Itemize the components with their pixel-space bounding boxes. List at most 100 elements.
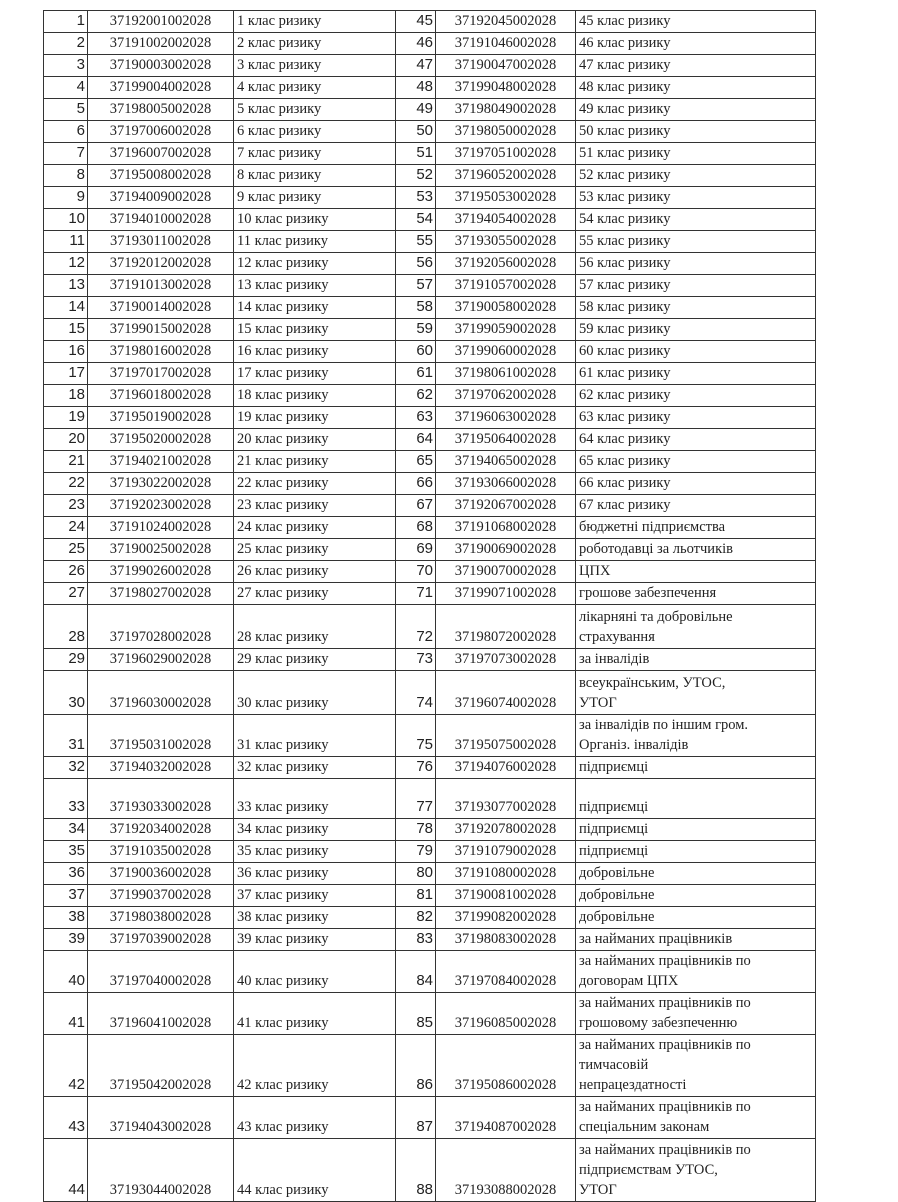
code-cell: 37197084002028 [435, 950, 576, 993]
code-cell: 37197062002028 [435, 384, 576, 407]
table-row: 13 37191013002028 13 клас ризику 57 37191057… [43, 274, 816, 297]
code-cell: 37199071002028 [435, 582, 576, 605]
row-number-cell: 70 [395, 560, 436, 583]
code-cell: 37192023002028 [87, 494, 234, 517]
table-row: 12 37192012002028 12 клас ризику 56 37192056… [43, 252, 816, 275]
code-cell: 37194010002028 [87, 208, 234, 231]
code-cell: 37197006002028 [87, 120, 234, 143]
code-cell: 37190025002028 [87, 538, 234, 561]
description-cell: 52 клас ризику [575, 164, 816, 187]
description-cell: 1 клас ризику [233, 10, 396, 33]
description-cell: добровільне [575, 884, 816, 907]
description-cell: 53 клас ризику [575, 186, 816, 209]
row-number-cell: 60 [395, 340, 436, 363]
table-row: 6 37197006002028 6 клас ризику 50 3719805000… [43, 120, 816, 143]
row-number-cell: 84 [395, 950, 436, 993]
table-row: 1 37192001002028 1 клас ризику 45 3719204500… [43, 10, 816, 33]
code-cell: 37192001002028 [87, 10, 234, 33]
code-cell: 37191013002028 [87, 274, 234, 297]
description-cell: 22 клас ризику [233, 472, 396, 495]
description-cell: 14 клас ризику [233, 296, 396, 319]
code-cell: 37191057002028 [435, 274, 576, 297]
code-cell: 37192078002028 [435, 818, 576, 841]
code-cell: 37196041002028 [87, 992, 234, 1035]
description-cell: 21 клас ризику [233, 450, 396, 473]
table-row: 31 37195031002028 31 клас ризику 75 37195075… [43, 714, 816, 757]
description-cell: 8 клас ризику [233, 164, 396, 187]
description-cell: 2 клас ризику [233, 32, 396, 55]
table-row: 32 37194032002028 32 клас ризику 76 37194076… [43, 756, 816, 779]
description-cell: лікарняні та добровільне страхування [575, 604, 816, 649]
description-cell: 17 клас ризику [233, 362, 396, 385]
code-cell: 37190069002028 [435, 538, 576, 561]
row-number-cell: 59 [395, 318, 436, 341]
description-cell: 43 клас ризику [233, 1096, 396, 1139]
description-cell: 35 клас ризику [233, 840, 396, 863]
description-cell: 65 клас ризику [575, 450, 816, 473]
code-cell: 37197040002028 [87, 950, 234, 993]
code-cell: 37199059002028 [435, 318, 576, 341]
code-cell: 37191024002028 [87, 516, 234, 539]
row-number-cell: 22 [43, 472, 88, 495]
code-cell: 37191046002028 [435, 32, 576, 55]
code-cell: 37190058002028 [435, 296, 576, 319]
code-cell: 37193011002028 [87, 230, 234, 253]
description-cell: 29 клас ризику [233, 648, 396, 671]
row-number-cell: 62 [395, 384, 436, 407]
description-cell: всеукраїнським, УТОС, УТОГ [575, 670, 816, 715]
code-cell: 37191068002028 [435, 516, 576, 539]
code-cell: 37193066002028 [435, 472, 576, 495]
code-cell: 37197039002028 [87, 928, 234, 951]
row-number-cell: 2 [43, 32, 88, 55]
row-number-cell: 47 [395, 54, 436, 77]
description-cell: 66 клас ризику [575, 472, 816, 495]
description-cell: за найманих працівників по договорам ЦПХ [575, 950, 816, 993]
description-cell: 28 клас ризику [233, 604, 396, 649]
table-row: 23 37192023002028 23 клас ризику 67 37192067… [43, 494, 816, 517]
row-number-cell: 75 [395, 714, 436, 757]
row-number-cell: 35 [43, 840, 88, 863]
code-cell: 37193055002028 [435, 230, 576, 253]
description-cell: 27 клас ризику [233, 582, 396, 605]
row-number-cell: 12 [43, 252, 88, 275]
code-cell: 37198038002028 [87, 906, 234, 929]
code-cell: 37192034002028 [87, 818, 234, 841]
code-cell: 37192056002028 [435, 252, 576, 275]
table-row: 2 37191002002028 2 клас ризику 46 3719104600… [43, 32, 816, 55]
row-number-cell: 14 [43, 296, 88, 319]
risk-class-code-table: 1 37192001002028 1 клас ризику 45 3719204500… [43, 10, 816, 1202]
row-number-cell: 3 [43, 54, 88, 77]
table-row: 40 37197040002028 40 клас ризику 84 37197084… [43, 950, 816, 993]
code-cell: 37190081002028 [435, 884, 576, 907]
description-cell: за найманих працівників по спеціальним з… [575, 1096, 816, 1139]
row-number-cell: 69 [395, 538, 436, 561]
description-cell: 44 клас ризику [233, 1138, 396, 1202]
row-number-cell: 56 [395, 252, 436, 275]
description-cell: 24 клас ризику [233, 516, 396, 539]
row-number-cell: 36 [43, 862, 88, 885]
description-cell: 40 клас ризику [233, 950, 396, 993]
description-cell: за найманих працівників [575, 928, 816, 951]
row-number-cell: 64 [395, 428, 436, 451]
description-cell: 55 клас ризику [575, 230, 816, 253]
description-cell: 9 клас ризику [233, 186, 396, 209]
row-number-cell: 10 [43, 208, 88, 231]
row-number-cell: 15 [43, 318, 88, 341]
row-number-cell: 68 [395, 516, 436, 539]
description-cell: 18 клас ризику [233, 384, 396, 407]
description-cell: 54 клас ризику [575, 208, 816, 231]
description-cell: 58 клас ризику [575, 296, 816, 319]
description-cell: 41 клас ризику [233, 992, 396, 1035]
code-cell: 37197073002028 [435, 648, 576, 671]
description-cell: 38 клас ризику [233, 906, 396, 929]
description-cell: добровільне [575, 862, 816, 885]
description-cell: за інвалідів по іншим гром. Організ. інв… [575, 714, 816, 757]
code-cell: 37198083002028 [435, 928, 576, 951]
row-number-cell: 26 [43, 560, 88, 583]
row-number-cell: 39 [43, 928, 88, 951]
row-number-cell: 44 [43, 1138, 88, 1202]
description-cell: 67 клас ризику [575, 494, 816, 517]
code-cell: 37191002002028 [87, 32, 234, 55]
code-cell: 37191080002028 [435, 862, 576, 885]
code-cell: 37191035002028 [87, 840, 234, 863]
